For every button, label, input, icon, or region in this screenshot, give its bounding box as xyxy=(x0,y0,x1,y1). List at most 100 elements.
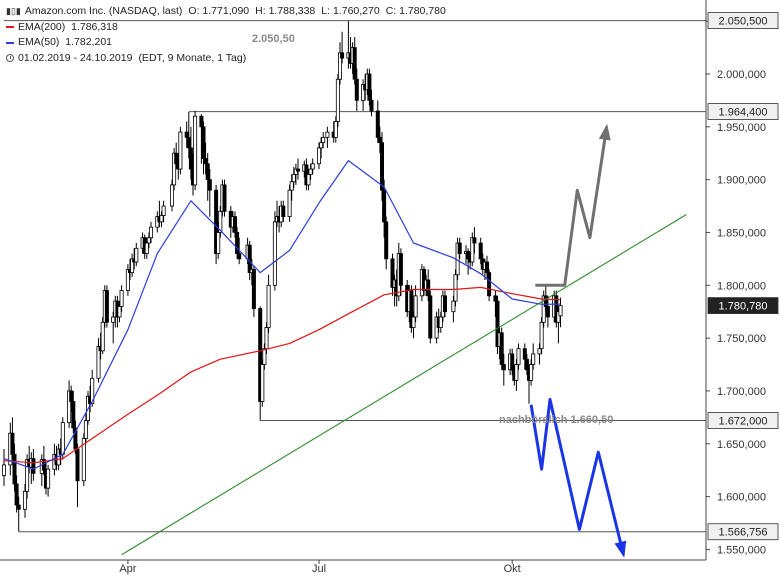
legend-ohlc-row: ▮▯▮ Amazon.com Inc. (NASDAQ, last) O: 1.… xyxy=(6,4,446,20)
y-axis: 1.550,000 1.600,000 1.650,000 1.700,000 1.75… xyxy=(706,16,766,556)
y-tick-label-8: 1.950,000 xyxy=(717,122,766,134)
x-tick-label-jul: Jul xyxy=(312,563,326,575)
candle-85 xyxy=(262,343,267,370)
trendline-support xyxy=(121,214,687,556)
legend-date-range: 01.02.2019 - 24.10.2019 xyxy=(18,51,133,64)
candle-121 xyxy=(369,89,374,117)
candle-4 xyxy=(14,475,19,513)
level-tag-1: 1.964,400 xyxy=(707,103,779,120)
bear-projection-arrow xyxy=(529,397,625,556)
high-annotation: 2.050,50 xyxy=(252,33,295,45)
plot-frame xyxy=(0,0,707,561)
candle-97 xyxy=(295,158,300,180)
y-tick-label-1: 1.600,000 xyxy=(717,492,766,504)
legend-open-value: 1.771,090 xyxy=(202,5,250,17)
legend-open-label: O: xyxy=(188,5,200,17)
legend-ema50-row: EMA(50) 1.782,201 xyxy=(6,35,446,51)
candle-109 xyxy=(335,73,340,127)
chart-legend: ▮▯▮ Amazon.com Inc. (NASDAQ, last) O: 1.… xyxy=(6,4,446,66)
candle-83 xyxy=(258,306,263,421)
legend-ema200-label: EMA(200) xyxy=(18,20,66,33)
level-tag-3: 1.566,756 xyxy=(707,523,779,541)
candle-14 xyxy=(46,464,51,497)
candle-117 xyxy=(361,79,366,111)
candle-175 xyxy=(531,343,536,370)
candle-184 xyxy=(558,297,563,328)
candle-40 xyxy=(125,264,130,296)
legend-instrument: Amazon.com Inc. (NASDAQ, last) xyxy=(24,5,183,17)
svg-text:1.672,000: 1.672,000 xyxy=(719,416,768,428)
candle-124 xyxy=(379,132,384,201)
indicator-lines xyxy=(3,160,687,556)
candle-177 xyxy=(539,316,544,354)
price-tags: 2.050,500 1.964,400 1.672,000 1.566,756 1.78… xyxy=(707,12,779,541)
candle-44 xyxy=(134,243,139,267)
candle-170 xyxy=(516,343,521,370)
legend-low-label: L: xyxy=(321,5,331,17)
candle-93 xyxy=(287,184,292,222)
svg-text:1.566,756: 1.566,756 xyxy=(719,527,768,539)
svg-text:1.964,400: 1.964,400 xyxy=(719,107,768,119)
projection-arrows xyxy=(529,123,627,558)
candle-10 xyxy=(31,449,36,481)
candle-150 xyxy=(457,237,462,259)
legend-close-value: 1.780,780 xyxy=(399,5,446,17)
legend-ema50-value: 1.782,201 xyxy=(65,36,112,48)
candle-92 xyxy=(281,200,286,222)
candle-2 xyxy=(10,417,15,460)
svg-text:2.050,500: 2.050,500 xyxy=(719,16,768,28)
candle-115 xyxy=(352,36,357,85)
candle-65 xyxy=(201,121,206,175)
candle-69 xyxy=(214,184,219,265)
candle-110 xyxy=(337,42,342,85)
candle-35 xyxy=(111,311,116,344)
candle-134 xyxy=(409,285,414,333)
candle-108 xyxy=(333,116,338,143)
candle-160 xyxy=(487,269,492,302)
after-hours-annotation: nachbörslich 1.660,50 xyxy=(499,414,614,426)
y-tick-label-6: 1.850,000 xyxy=(717,227,766,239)
legend-high-label: H: xyxy=(255,5,266,17)
bear-projection-arrow-head xyxy=(614,540,627,558)
candle-162 xyxy=(495,295,500,354)
candle-167 xyxy=(510,348,515,376)
candle-7 xyxy=(25,454,30,499)
candle-136 xyxy=(413,285,418,323)
y-tick-label-7: 1.900,000 xyxy=(717,175,766,187)
candle-58 xyxy=(178,126,183,175)
candle-23 xyxy=(73,420,78,455)
candle-169 xyxy=(514,359,519,391)
candle-3 xyxy=(12,443,17,492)
candle-54 xyxy=(169,179,174,212)
candle-47 xyxy=(144,237,149,259)
candle-127 xyxy=(390,253,395,296)
candle-6 xyxy=(22,483,27,518)
candle-88 xyxy=(272,211,277,291)
legend-low-value: 1.760,270 xyxy=(332,5,380,17)
candle-84 xyxy=(260,359,265,407)
candle-73 xyxy=(222,179,227,217)
legend-ema50-label: EMA(50) xyxy=(18,36,60,48)
candle-156 xyxy=(478,237,483,265)
candle-126 xyxy=(384,216,389,270)
y-tick-label-5: 1.800,000 xyxy=(717,280,766,292)
level-tag-0: 2.050,500 xyxy=(707,12,779,30)
x-tick-label-apr: Apr xyxy=(119,563,136,575)
candle-141 xyxy=(428,290,433,344)
candle-49 xyxy=(148,221,153,244)
y-tick-label-9: 2.000,000 xyxy=(717,69,766,81)
candle-76 xyxy=(232,211,237,238)
candle-87 xyxy=(266,274,271,333)
x-tick-label-okt: Okt xyxy=(504,563,521,575)
candlestick-series xyxy=(2,21,563,532)
candle-21 xyxy=(69,385,74,413)
candle-42 xyxy=(130,253,135,277)
candle-165 xyxy=(501,353,506,386)
legend-ema200-value: 1.786,318 xyxy=(71,20,118,33)
candle-82 xyxy=(251,266,256,317)
bar-chart-icon: ▮▯▮ xyxy=(6,6,21,16)
legend-range-row: 01.02.2019 - 24.10.2019 (EDT, 9 Monate, … xyxy=(6,51,446,67)
candle-52 xyxy=(159,211,164,228)
candle-106 xyxy=(325,126,330,148)
